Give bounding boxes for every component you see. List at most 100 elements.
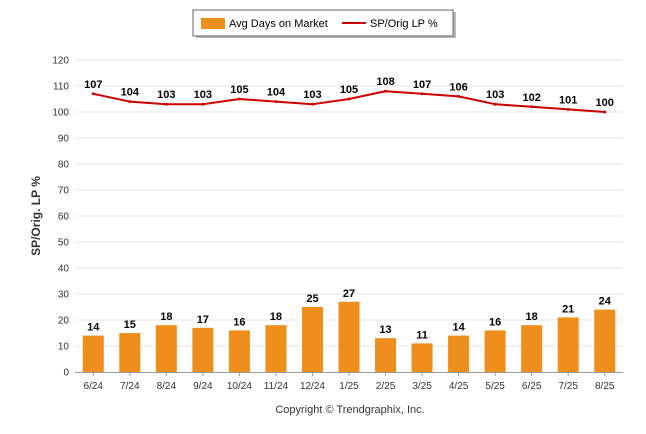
bar [192,327,214,372]
line-data-label: 107 [413,79,431,91]
legend-label-avg-days: Avg Days on Market [229,18,328,30]
x-tick-label: 7/25 [558,381,578,392]
bar [155,325,177,372]
x-tick-label: 9/24 [193,381,213,392]
bar-data-label: 18 [270,311,282,323]
x-tick-label: 2/25 [376,381,396,392]
y-tick-label: 90 [58,134,70,145]
line-data-label: 105 [230,84,248,96]
line-point [420,92,424,96]
x-tick-label: 7/24 [120,381,140,392]
grid-layer [75,59,623,347]
line-point [457,94,461,98]
x-tick-label: 5/25 [485,381,505,392]
bar-data-label: 25 [306,293,318,305]
line-data-label: 101 [559,94,577,106]
line-point [164,102,168,106]
x-tick-label: 12/24 [300,381,325,392]
bar-data-label: 24 [599,296,612,308]
line-point [603,110,607,114]
line-point [201,102,205,106]
legend-swatch-avg-days [201,18,225,29]
y-tick-label: 70 [58,186,70,197]
bar-data-label: 16 [489,316,501,328]
line-data-label: 103 [303,89,321,101]
bar-data-label: 21 [562,303,574,315]
x-tick-label: 1/25 [339,381,359,392]
y-tick-label: 120 [52,56,69,67]
x-tick-label: 6/24 [84,381,104,392]
line-point [91,92,95,96]
x-tick-label: 4/25 [449,381,469,392]
y-tick-label: 10 [58,342,70,353]
y-tick-label: 0 [63,368,69,379]
bar-data-label: 16 [233,316,245,328]
bar [265,325,287,372]
line-point [310,102,314,106]
axis-layer: 0 10 20 30 40 50 60 70 80 90 100 110 120 6/24 7/24 8/24… [52,56,623,392]
line-point [530,105,534,109]
line-point [274,100,278,104]
line-data-label: 105 [340,84,358,96]
line-point [128,100,132,104]
bar [557,317,579,372]
bar-data-label: 18 [160,311,172,323]
bar-layer [82,301,616,372]
bar [228,330,250,372]
bar-data-label: 18 [526,311,538,323]
bar [411,343,433,372]
bar [301,307,323,372]
line-data-label: 103 [486,89,504,101]
line-data-label: 104 [267,87,286,99]
line-data-label: 104 [121,87,140,99]
legend-label-sp-orig: SP/Orig LP % [370,18,438,30]
y-tick-label: 40 [58,264,70,275]
line-point [237,97,241,101]
bar [594,309,616,372]
y-tick-label: 80 [58,160,70,171]
label-layer: 14 15 18 17 16 18 25 27 13 11 14 16 18 21 24 107 104 103 1… [84,76,614,341]
line-data-label: 107 [84,79,102,91]
line-point [493,102,497,106]
bar-data-label: 14 [452,322,465,334]
y-tick-label: 100 [52,108,69,119]
y-tick-label: 20 [58,316,70,327]
y-tick-label: 50 [58,238,70,249]
bar [119,333,141,372]
line-layer [91,89,607,114]
bar [484,330,506,372]
bar-data-label: 11 [416,329,428,341]
x-tick-label: 6/25 [522,381,542,392]
legend: Avg Days on Market SP/Orig LP % [192,9,456,38]
bar [448,335,470,372]
line-data-label: 106 [449,81,467,93]
legend-box [192,9,454,37]
line-data-label: 108 [376,76,394,88]
bar [338,301,360,372]
line-point [384,89,388,93]
x-tick-label: 8/25 [595,381,615,392]
y-tick-label: 60 [58,212,70,223]
x-tick-label: 10/24 [227,381,252,392]
line-point [566,107,570,111]
line-data-label: 103 [157,89,175,101]
y-tick-label: 110 [53,82,69,93]
bar [82,335,104,372]
bar-data-label: 13 [379,324,391,336]
x-tick-label: 11/24 [264,381,289,392]
bar [521,325,543,372]
x-tick-label: 3/25 [412,381,432,392]
line-data-label: 103 [194,89,212,101]
y-tick-label: 30 [58,290,70,301]
line-data-label: 100 [596,97,614,109]
bar-data-label: 27 [343,288,355,300]
bar [375,338,397,372]
y-axis-label: SP/Orig. LP % [29,176,43,256]
bar-data-label: 15 [124,319,136,331]
bar-data-label: 17 [197,314,209,326]
line-data-label: 102 [522,92,540,104]
bar-data-label: 14 [87,322,100,334]
line-point [347,97,351,101]
